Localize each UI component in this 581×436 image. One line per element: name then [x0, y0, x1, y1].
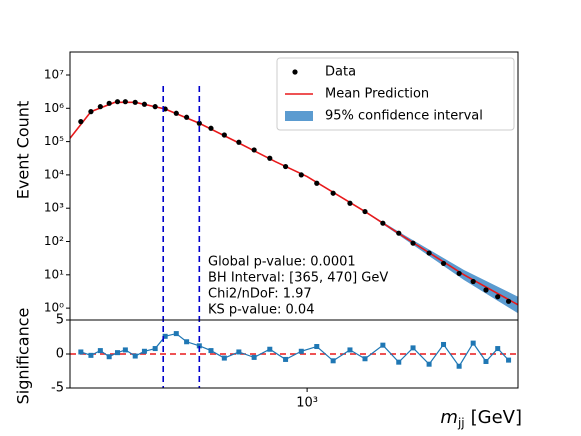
y-tick-label: 10⁴	[44, 167, 64, 181]
data-point	[495, 294, 501, 300]
data-point	[505, 298, 512, 304]
annotation: BH Interval: [365, 470] GeV	[208, 271, 388, 286]
data-point	[97, 104, 103, 110]
data-point	[282, 163, 289, 170]
significance-point	[483, 358, 489, 364]
significance-point	[362, 356, 368, 362]
x-label-unit: [GeV]	[471, 407, 522, 428]
significance-line	[80, 332, 510, 368]
significance-point	[330, 358, 336, 364]
significance-point	[152, 346, 158, 352]
data-point	[456, 270, 462, 277]
significance-point	[236, 349, 242, 355]
significance-point	[208, 348, 214, 354]
significance-point	[426, 361, 432, 367]
data-point	[184, 114, 190, 120]
y-tick-label: 10¹	[44, 267, 64, 281]
significance-point	[441, 341, 447, 347]
significance-point	[221, 355, 227, 361]
legend-label: Data	[325, 65, 356, 80]
significance-point	[506, 357, 512, 363]
y-tick-label: 10⁷	[44, 67, 64, 81]
data-point	[483, 287, 489, 293]
y-axis-label: Event Count	[14, 101, 33, 199]
data-point	[236, 139, 242, 145]
y-tick-label: 10⁵	[44, 134, 64, 148]
data-point	[426, 250, 432, 256]
x-label-subscript: jj	[457, 416, 465, 430]
y-tick-label: 10³	[44, 201, 64, 215]
significance-point	[115, 350, 121, 356]
data-point	[347, 200, 353, 206]
significance-point	[122, 347, 128, 353]
data-point	[267, 155, 273, 161]
significance-point	[298, 348, 304, 354]
significance-point	[456, 363, 462, 369]
significance-point	[410, 345, 416, 351]
significance-point	[347, 347, 353, 353]
significance-point	[267, 346, 273, 352]
data-point	[152, 104, 158, 110]
annotation: Chi2/nDoF: 1.97	[208, 287, 312, 302]
annotation: Global p-value: 0.0001	[208, 255, 356, 270]
data-point	[362, 208, 368, 215]
data-point	[298, 172, 304, 178]
significance-point	[97, 348, 103, 354]
significance-point	[184, 339, 190, 345]
data-point	[470, 278, 476, 285]
significance-point	[495, 346, 501, 352]
significance-point	[141, 348, 147, 354]
y2-axis-label: Significance	[14, 308, 33, 405]
y2-tick-label: -5	[51, 381, 64, 396]
data-point	[314, 180, 320, 186]
significance-point	[314, 344, 320, 350]
data-point	[196, 120, 202, 126]
data-point	[141, 101, 148, 107]
annotation: KS p-value: 0.04	[208, 303, 314, 318]
significance-point	[396, 359, 402, 365]
significance-point	[78, 349, 84, 355]
legend-data-marker	[292, 69, 298, 75]
significance-point	[380, 342, 386, 348]
x-tick-label: 10³	[296, 396, 318, 411]
x-axis-label: mjj [GeV]	[440, 407, 522, 430]
significance-point	[470, 340, 476, 346]
data-point	[78, 119, 84, 125]
data-point	[208, 125, 214, 131]
legend-band-marker	[285, 111, 313, 121]
y-tick-label: 10²	[44, 234, 64, 248]
y-tick-label: 10⁰	[44, 301, 64, 315]
data-point	[173, 110, 179, 116]
significance-point	[88, 352, 94, 358]
data-point	[396, 230, 402, 236]
data-point	[122, 99, 128, 105]
data-point	[88, 109, 94, 115]
y2-tick-label: 5	[56, 313, 64, 328]
data-point	[380, 220, 386, 226]
data-point	[221, 132, 227, 138]
data-point	[251, 147, 257, 153]
fit-line	[70, 101, 518, 306]
legend-box	[276, 57, 515, 131]
significance-point	[283, 356, 289, 362]
significance-point	[132, 353, 138, 359]
data-point	[106, 100, 112, 106]
y-tick-label: 10⁶	[44, 101, 64, 115]
data-point	[114, 99, 121, 105]
data-point	[330, 190, 336, 196]
significance-point	[106, 354, 112, 360]
significance-point	[196, 343, 202, 349]
legend-label: Mean Prediction	[325, 87, 429, 102]
legend-label: 95% confidence interval	[325, 109, 483, 124]
data-point	[132, 99, 138, 105]
y2-tick-label: 0	[56, 347, 64, 362]
x-label-symbol: m	[440, 407, 458, 428]
data-point	[440, 260, 447, 267]
significance-point	[251, 354, 257, 360]
data-point	[410, 240, 416, 246]
significance-point	[173, 331, 179, 337]
significance-point	[162, 333, 168, 339]
